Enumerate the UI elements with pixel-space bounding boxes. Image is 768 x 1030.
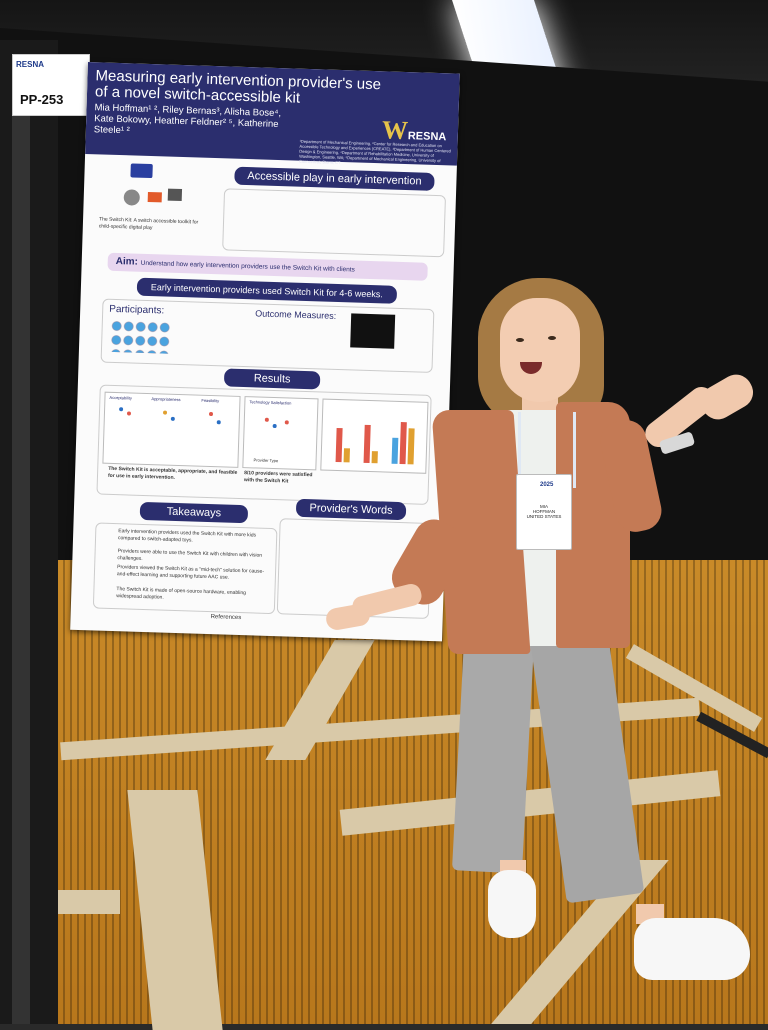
lanyard	[518, 412, 576, 488]
badge-first-name: MIA	[539, 504, 548, 509]
outcome-measures-label: Outcome Measures:	[255, 308, 337, 321]
tech-satisfaction-label: Technology Satisfaction	[249, 399, 292, 406]
appropriateness-label: Appropriateness	[151, 396, 181, 403]
takeaway-item: Providers viewed the Switch Kit as a "mi…	[116, 564, 265, 581]
score-dot	[216, 420, 221, 425]
device-icon	[167, 188, 183, 202]
accessible-play-box	[222, 188, 446, 258]
results-box: Acceptability Appropriateness Feasibilit…	[96, 384, 432, 505]
sneaker-left	[488, 870, 536, 938]
takeaways-box: Early intervention providers used the Sw…	[92, 522, 278, 615]
toy-icon	[147, 191, 162, 203]
pants-leg-left	[451, 638, 535, 874]
usage-bar-chart	[320, 398, 429, 474]
section-results: Results	[223, 368, 321, 390]
badge-event: 2025	[540, 482, 554, 488]
bar	[391, 437, 399, 464]
satisfaction-dot	[284, 420, 289, 425]
results-caption: The Switch Kit is acceptable, appropriat…	[107, 465, 238, 481]
score-dot	[170, 416, 175, 421]
badge-country: UNITED STATES	[526, 514, 562, 519]
switch-kit-figure: The Switch Kit: A switch accessible tool…	[92, 158, 214, 242]
tablet-icon	[130, 163, 153, 179]
board-code: PP-253	[20, 92, 64, 107]
floor-stripe	[339, 770, 721, 836]
section-takeaways: Takeaways	[139, 501, 249, 524]
section-accessible-play: Accessible play in early intervention	[234, 166, 435, 191]
conference-logo: RESNA	[16, 60, 45, 69]
takeaway-item: Early intervention providers used the Sw…	[117, 528, 257, 544]
aim-scores-chart: Acceptability Appropriateness Feasibilit…	[102, 391, 241, 468]
score-dot	[119, 407, 124, 412]
aim-label: Aim:	[115, 255, 139, 268]
poster-authors: Mia Hoffman¹ ², Riley Bernas³, Alisha Bo…	[93, 102, 282, 137]
score-dot	[208, 411, 214, 417]
name-badge	[516, 474, 572, 550]
bar-area	[328, 408, 422, 465]
score-dot	[162, 410, 168, 415]
references-heading: References	[210, 614, 242, 622]
smiling-mouth	[520, 362, 542, 374]
satisfaction-dot	[264, 417, 269, 422]
bar	[407, 428, 415, 465]
switch-kit-caption: The Switch Kit: A switch accessible tool…	[98, 216, 199, 232]
provider-type-label: Provider Type	[253, 457, 279, 464]
participant-icons	[109, 319, 171, 354]
methods-box: Participants: Outcome Measures:	[100, 298, 435, 373]
eye	[548, 336, 556, 340]
switch-screen-photo	[350, 313, 396, 349]
badge-name: MIA HOFFMAN UNITED STATES	[524, 504, 564, 519]
satisfaction-dot	[272, 423, 277, 429]
results-caption-2: 8/10 providers were satisfied with the S…	[243, 470, 313, 485]
bar	[343, 448, 350, 463]
poster-affiliations: ¹Department of Mechanical Engineering, ²…	[298, 138, 451, 165]
bar	[371, 451, 378, 464]
floor-stripe	[127, 790, 223, 1030]
board-code-card	[12, 54, 90, 116]
sneaker-right	[634, 918, 750, 980]
eye	[516, 338, 524, 342]
badge-last-name: HOFFMAN	[532, 509, 556, 514]
bar	[363, 424, 371, 464]
acceptability-label: Acceptability	[109, 394, 133, 401]
bar	[399, 422, 407, 465]
board-stand-post	[12, 60, 30, 1024]
switch-icon	[123, 189, 141, 206]
participants-label: Participants:	[109, 303, 165, 317]
score-dot	[126, 411, 132, 416]
face	[500, 298, 580, 402]
feasibility-label: Feasibility	[201, 397, 220, 404]
takeaway-item: The Switch Kit is made of open-source ha…	[116, 586, 247, 601]
bar	[335, 427, 343, 463]
section-providers-words: Provider's Words	[295, 498, 407, 521]
tech-satisfaction-chart: Technology Satisfaction Provider Type	[242, 396, 319, 471]
